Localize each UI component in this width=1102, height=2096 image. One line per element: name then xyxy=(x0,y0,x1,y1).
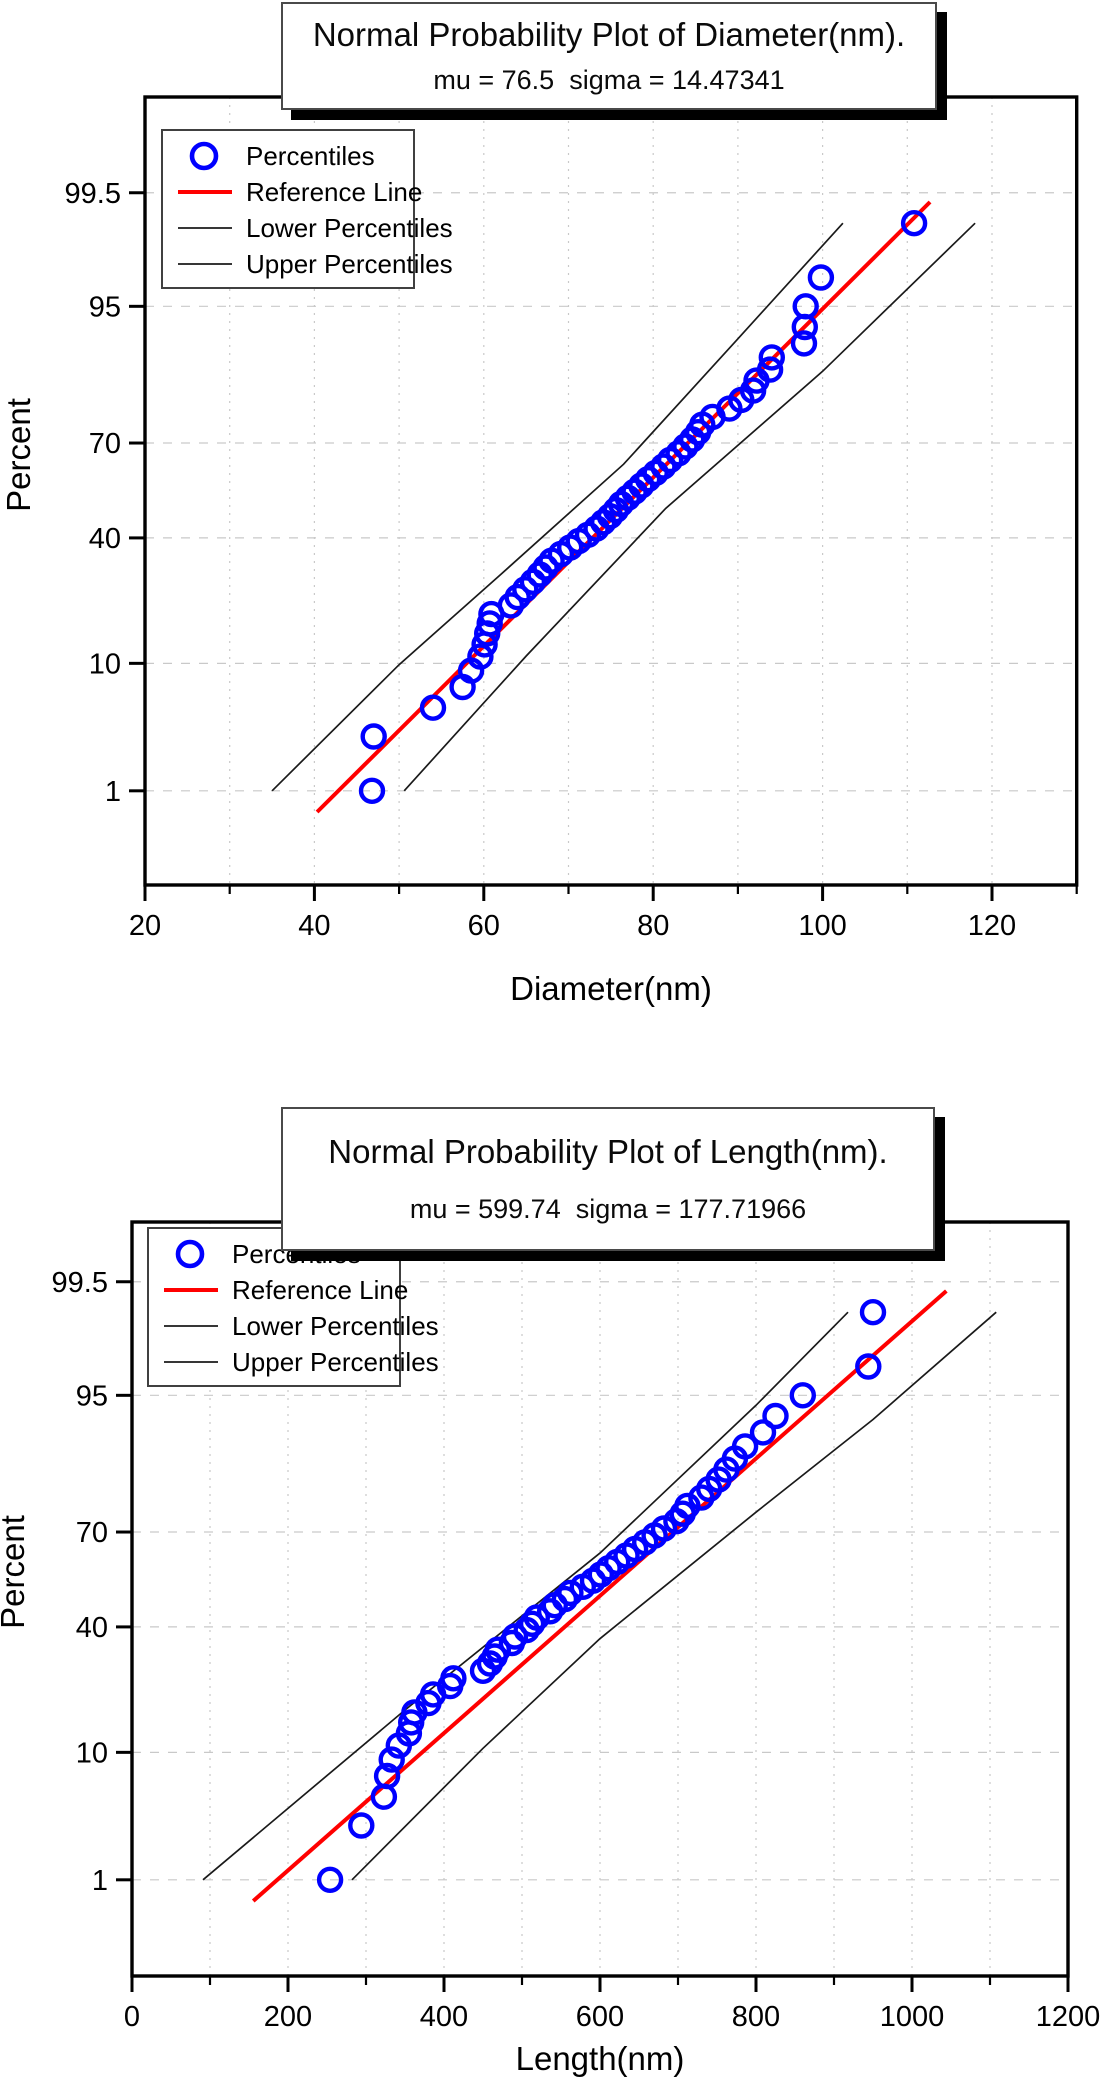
data-point xyxy=(790,330,818,357)
x-tick-label: 40 xyxy=(298,910,330,942)
plot-title: Normal Probability Plot of Diameter(nm). xyxy=(312,15,906,53)
x-tick-label: 100 xyxy=(798,910,846,942)
x-tick-label: 200 xyxy=(264,2001,312,2033)
data-point xyxy=(789,1382,816,1409)
x-tick-label: 0 xyxy=(124,2001,140,2033)
y-axis-title: Percent xyxy=(0,398,37,512)
legend-label: Upper Percentiles xyxy=(232,1347,439,1377)
legend-label: Reference Line xyxy=(232,1275,408,1305)
data-point xyxy=(360,723,387,750)
legend: Percentiles Reference Line Lower Percentil… xyxy=(161,129,453,289)
data-point xyxy=(467,643,494,670)
data-point xyxy=(532,554,559,581)
lower-percentiles-line xyxy=(403,222,976,792)
x-axis-title: Diameter(nm) xyxy=(510,970,712,1007)
y-tick-label: 1 xyxy=(105,776,121,808)
data-point xyxy=(373,1762,401,1790)
x-tick-label: 400 xyxy=(420,2001,468,2033)
legend-label: Upper Percentiles xyxy=(246,249,453,279)
data-point xyxy=(792,293,819,320)
data-point xyxy=(523,1604,550,1631)
legend-label: Percentiles xyxy=(246,141,375,171)
data-point xyxy=(512,576,539,603)
data-point xyxy=(557,1579,584,1607)
legend-circle-symbol xyxy=(189,141,219,171)
plot-subtitle-mu-sigma: mu = 599.74 sigma = 177.71966 xyxy=(409,1193,807,1224)
x-tick-label: 120 xyxy=(968,910,1016,942)
x-tick-label: 600 xyxy=(576,2001,624,2033)
data-point xyxy=(378,1746,405,1773)
x-tick-label: 60 xyxy=(468,910,500,942)
data-point xyxy=(807,264,835,291)
upper-percentiles-line xyxy=(202,1311,849,1881)
plot-title: Normal Probability Plot of Length(nm). xyxy=(328,1132,888,1170)
upper-percentiles-line xyxy=(271,222,844,792)
y-tick-label: 10 xyxy=(89,648,121,680)
x-tick-label: 1200 xyxy=(1036,2001,1101,2033)
data-point xyxy=(348,1812,375,1839)
data-point xyxy=(758,344,785,371)
data-point xyxy=(900,209,928,237)
y-tick-label: 95 xyxy=(89,291,121,323)
plot-panel-diameter: 20 40 60 80 100 120 1 10 40 70 95 99.5 Diameter(nm) P… xyxy=(0,95,1079,1007)
y-tick-label: 70 xyxy=(76,1517,108,1549)
plot-panel-length: 0 200 400 600 800 1000 1200 1 10 40 70 95 99.5 Length… xyxy=(0,1220,1101,2077)
data-point xyxy=(440,1665,467,1692)
y-tick-label: 1 xyxy=(92,1865,108,1897)
legend-circle-symbol xyxy=(175,1239,205,1269)
x-axis-title: Length(nm) xyxy=(516,2040,685,2077)
x-tick-label: 80 xyxy=(637,910,669,942)
legend-label: Reference Line xyxy=(246,177,422,207)
data-point xyxy=(756,356,784,383)
data-point xyxy=(370,1783,398,1810)
y-tick-label: 99.5 xyxy=(52,1267,108,1299)
lower-percentiles-line xyxy=(351,1311,997,1881)
y-tick-label: 10 xyxy=(76,1737,108,1769)
y-tick-label: 95 xyxy=(76,1380,108,1412)
x-tick-label: 20 xyxy=(129,910,161,942)
data-point xyxy=(358,777,386,804)
data-point xyxy=(749,1419,777,1446)
data-point xyxy=(504,583,531,611)
data-point xyxy=(665,440,692,467)
y-tick-label: 99.5 xyxy=(65,178,121,210)
legend-box xyxy=(161,129,415,289)
data-point xyxy=(859,1298,887,1326)
legend-label: Lower Percentiles xyxy=(232,1311,439,1341)
data-point xyxy=(551,1585,579,1613)
data-point xyxy=(762,1402,789,1430)
y-tick-label: 70 xyxy=(89,428,121,460)
y-tick-label: 40 xyxy=(76,1612,108,1644)
reference-line xyxy=(251,1289,948,1903)
data-point xyxy=(316,1866,344,1894)
data-point xyxy=(855,1353,882,1380)
data-point xyxy=(650,453,677,480)
plot-subtitle-mu-sigma: mu = 76.5 sigma = 14.47341 xyxy=(433,64,785,95)
y-axis-title: Percent xyxy=(0,1515,31,1629)
y-tick-label: 40 xyxy=(89,523,121,555)
data-point xyxy=(419,694,447,721)
legend-label: Lower Percentiles xyxy=(246,213,453,243)
data-point xyxy=(674,1492,701,1520)
x-tick-label: 800 xyxy=(732,2001,780,2033)
data-point xyxy=(731,1433,759,1460)
title-box-diameter: Normal Probability Plot of Diameter(nm).… xyxy=(281,2,937,110)
legend-box xyxy=(147,1227,401,1387)
x-tick-label: 1000 xyxy=(880,2001,945,2033)
data-point xyxy=(484,1636,511,1663)
title-box-length: Normal Probability Plot of Length(nm). m… xyxy=(281,1107,935,1251)
